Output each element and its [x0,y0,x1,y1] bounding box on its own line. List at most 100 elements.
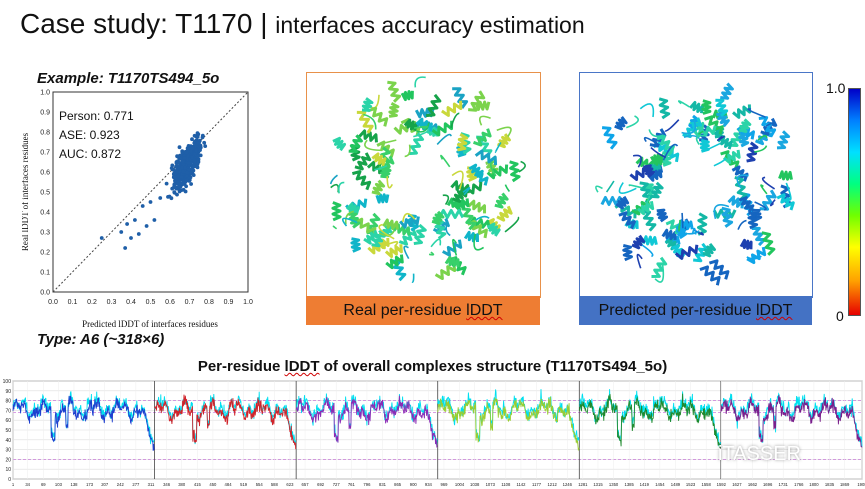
helix-element [496,205,513,222]
line-x-tick: 1246 [563,482,573,487]
helix-element [415,117,433,132]
scatter-y-tick: 0.2 [40,250,50,257]
line-x-tick: 242 [117,482,125,487]
loop-element [374,164,388,171]
scatter-y-tick: 0.7 [40,150,50,157]
scatter-point [171,172,176,176]
scatter-x-tick: 0.0 [48,299,58,306]
line-x-tick: 1385 [624,482,634,487]
slide-title-sub: interfaces accuracy estimation [275,12,585,38]
scatter-x-tick: 0.5 [146,299,156,306]
scatter-point [202,140,207,145]
line-y-tick: 80 [5,399,11,405]
helix-element [708,259,730,280]
line-x-tick: 173 [86,482,94,487]
scatter-point [152,218,157,222]
helix-element [356,110,374,134]
helix-element [425,93,442,118]
helix-element [631,234,646,250]
lower-title-part-c: of overall complexes structure (T1170TS4… [319,358,668,375]
loop-element [785,182,792,201]
scatter-point [185,170,190,175]
helix-element [651,256,668,278]
loop-element [737,219,747,230]
loop-element [344,210,354,225]
scatter-point [123,246,128,250]
scatter-point [144,224,149,228]
line-x-tick: 1177 [532,482,542,487]
helix-element [496,133,511,149]
line-x-tick: 1315 [593,482,603,487]
scatter-y-axis-label: Real lDDT of interfaces residues [22,132,30,251]
line-x-tick: 138 [70,482,78,487]
predicted-lddt-banner: Predicted per-residue lDDT [579,296,812,325]
loop-element [769,199,776,207]
line-x-tick: 1869 [840,482,850,487]
loop-element [504,216,520,233]
stat-pearson: Person: 0.771 [59,109,134,123]
line-x-tick: 1835 [825,482,835,487]
scatter-y-tick: 0.6 [40,170,50,177]
scatter-point [179,156,184,160]
scatter-y-tick: 0.3 [40,230,50,237]
helix-element [444,255,460,268]
helix-element [732,104,752,119]
line-x-tick: 727 [333,482,341,487]
scatter-point [164,181,169,186]
stat-auc: AUC: 0.872 [59,147,121,161]
scatter-y-tick: 0.8 [40,130,50,137]
loop-element [504,184,511,192]
loop-element [713,158,727,167]
helix-element [731,165,749,182]
helix-element [456,133,469,152]
loop-element [636,253,643,269]
helix-element [431,120,454,137]
helix-element [371,179,386,196]
scatter-y-tick: 0.1 [40,270,50,277]
predicted-lddt-label: Predicted per-residue [598,302,756,319]
helix-element [776,130,791,150]
scatter-point [198,143,203,148]
line-y-tick: 50 [5,428,11,434]
helix-element [345,202,360,215]
helix-element [697,212,708,236]
scatter-x-tick: 0.7 [185,299,195,306]
scatter-point [196,160,201,164]
loop-element [386,176,394,189]
scatter-point [158,196,163,200]
scatter-point [195,131,200,135]
helix-element [661,228,677,241]
real-lddt-series [295,395,438,449]
lower-title-part-a: Per-residue [197,358,285,375]
loop-element [639,103,655,118]
helix-element [702,242,716,258]
scatter-point [181,187,186,192]
line-y-tick: 10 [5,467,11,473]
line-y-tick: 70 [5,408,11,414]
helix-element [647,169,663,182]
helix-element [746,141,759,163]
helix-element [636,201,655,216]
scatter-point [170,163,175,168]
scatter-point [184,184,189,189]
line-y-tick: 90 [5,389,11,395]
scatter-point [186,153,190,158]
helix-element [431,210,445,225]
loop-element [648,129,664,138]
line-y-tick: 100 [3,379,12,385]
line-x-tick: 588 [271,482,279,487]
loop-element [436,133,452,145]
line-x-tick: 969 [440,482,448,487]
scatter-plot: 0.0 0.0 0.1 0.1 0.2 0.2 0.3 0.3 0.4 0.4 0.5 0.5 0.6 0… [22,90,253,330]
scatter-point [125,222,129,226]
helix-element [738,196,755,213]
loop-element [765,121,776,127]
helix-element [486,218,501,233]
line-x-tick: 519 [240,482,248,487]
scatter-y-tick: 0.4 [40,210,50,217]
diagonal-reference-line [52,91,249,293]
loop-element [411,273,415,283]
real-lddt-series [578,393,721,448]
scatter-point [176,185,181,189]
scatter-point [183,165,188,170]
